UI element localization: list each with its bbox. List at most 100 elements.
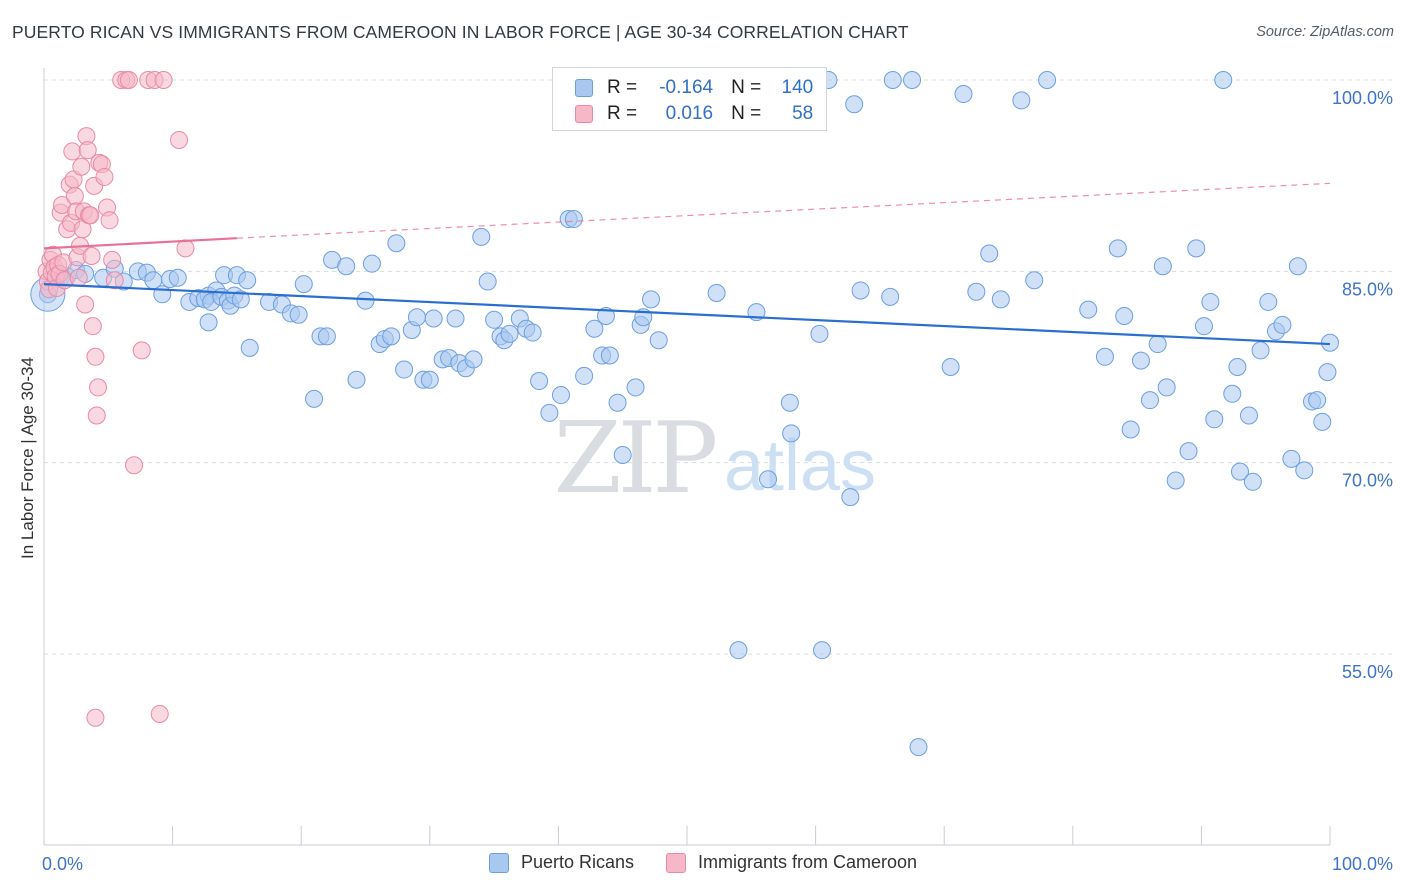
trend-line-puerto-ricans [43,282,1331,346]
data-point [1223,384,1242,403]
data-point [551,386,570,405]
data-point [231,290,250,309]
data-point [1318,363,1337,382]
data-point [1259,292,1278,311]
data-point [170,130,189,149]
data-point [199,313,218,332]
data-point [1273,315,1292,334]
data-point [1079,300,1098,319]
data-point [1153,257,1172,276]
data-point [1251,341,1270,360]
data-point [81,206,100,225]
data-point [95,167,114,186]
data-point [649,331,668,350]
gridlines [44,79,1395,655]
data-point [1239,406,1258,425]
data-point [575,366,594,385]
data-point [238,271,257,290]
data-point [626,378,645,397]
y-tick-label: 55.0% [1342,662,1393,682]
data-point [362,254,381,273]
data-point [305,389,324,408]
trend-lines [43,182,1331,346]
y-tick-label: 70.0% [1342,471,1393,491]
data-point [100,211,119,230]
data-point [1308,391,1327,410]
data-point [119,71,138,89]
data-point [608,393,627,412]
data-point [500,324,519,343]
data-point [420,370,439,389]
legend-n-value: 140 [781,77,814,98]
data-point [87,406,106,425]
data-point [1115,306,1134,325]
y-axis-label: In Labor Force | Age 30-34 [18,357,37,559]
data-point [1148,335,1167,354]
data-point [1313,412,1332,431]
data-point [523,323,542,342]
legend-label: Immigrants from Cameroon [698,852,918,872]
legend-r-value: 0.016 [665,103,714,124]
data-point [65,187,84,206]
source-note: Source: ZipAtlas.com [1256,24,1394,40]
data-point [150,704,169,723]
data-point [387,234,406,253]
data-point [69,268,88,287]
data-point [782,424,801,443]
data-point [810,324,829,343]
data-point [1140,391,1159,410]
data-point [1166,471,1185,490]
legend-swatch-pink [575,105,593,123]
data-point [1025,271,1044,290]
series-cameroon [37,71,195,727]
legend-row-puerto-ricans: R = -0.164 N = 140 [575,76,813,100]
data-point [395,360,414,379]
x-tick-label: 100.0% [1332,854,1393,874]
legend-r-value: -0.164 [659,77,714,98]
data-point [613,446,632,465]
data-point [1201,292,1220,311]
data-point [941,358,960,376]
data-point [407,308,426,327]
tick-labels: 55.0% 70.0% 85.0% 100.0% 0.0% 100.0% [42,88,1393,874]
data-point [1179,442,1198,461]
stats-legend: R = -0.164 N = 140 R = 0.016 N = 58 [552,67,827,131]
data-point [289,305,308,324]
data-point [63,142,82,161]
legend-r-label: R = [607,77,638,98]
data-point [86,708,105,727]
data-point [845,95,864,114]
data-point [596,306,615,325]
x-tick-label: 0.0% [42,854,83,874]
data-point [317,327,336,346]
data-point [1157,378,1176,397]
data-point [813,641,832,660]
y-tick-label: 100.0% [1332,88,1393,108]
data-point [967,282,986,301]
data-point [1194,317,1213,336]
data-point [759,470,778,489]
data-point [168,268,187,287]
data-point [1038,71,1057,89]
data-point [600,346,619,365]
data-point [991,290,1010,309]
data-point [1243,472,1262,491]
data-point [472,227,491,246]
data-point [1228,358,1247,376]
trend-line-cameroon-extension [236,182,1331,239]
data-point [125,456,144,475]
data-point [132,341,151,360]
legend-swatch-pink [666,852,686,873]
data-point [89,378,108,397]
data-point [780,393,799,412]
data-point [1131,351,1150,370]
legend-label: Puerto Ricans [520,852,634,872]
data-point [76,295,95,314]
data-point [82,247,101,266]
legend-r-label: R = [607,103,638,124]
data-point [72,157,91,176]
data-point [78,141,97,160]
data-point [86,347,105,366]
data-point [909,738,928,757]
